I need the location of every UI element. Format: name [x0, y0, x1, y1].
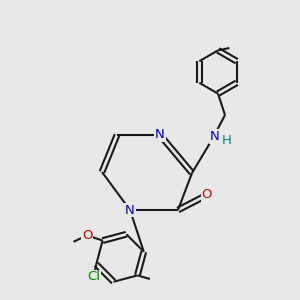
Text: N: N [125, 203, 135, 217]
Text: N: N [210, 130, 219, 143]
Text: H: H [222, 134, 231, 147]
Text: O: O [82, 229, 92, 242]
Text: N: N [155, 128, 165, 142]
Text: O: O [202, 188, 212, 202]
Text: Cl: Cl [87, 271, 100, 284]
